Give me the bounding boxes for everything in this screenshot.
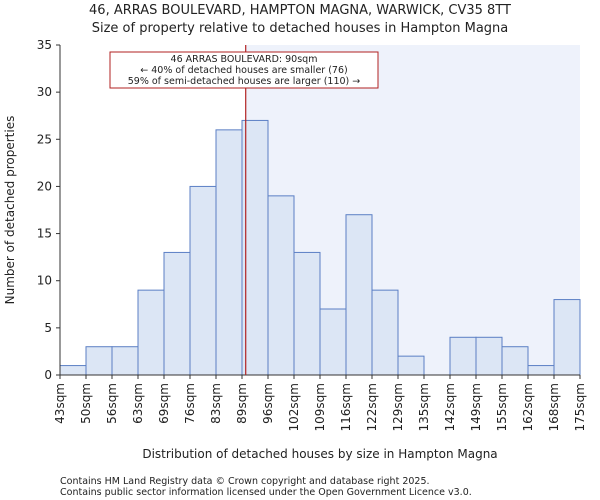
x-tick-label: 63sqm [131,383,145,424]
bar-13 [397,355,425,376]
x-tick-label: 96sqm [261,383,275,424]
x-tick-label: 175sqm [573,383,587,431]
x-tick-label: 56sqm [105,383,119,424]
x-axis-label: Distribution of detached houses by size … [142,447,497,461]
bar-15 [449,336,477,376]
x-tick-label: 135sqm [417,383,431,431]
annotation-box [109,51,379,89]
x-tick-label: 122sqm [365,383,379,431]
bar-9 [293,251,321,376]
annotation-line2: ← 40% of detached houses are smaller (76… [140,65,347,76]
bar-10 [319,308,347,376]
bar-6 [215,129,243,376]
x-tick-label: 76sqm [183,383,197,424]
chart-title-line2: Size of property relative to detached ho… [92,21,509,36]
bar-5 [189,185,217,376]
bar-18 [527,365,555,376]
x-tick-label: 43sqm [53,383,67,424]
x-tick-label: 168sqm [547,383,561,431]
y-tick-label: 25 [37,132,52,146]
y-axis-label: Number of detached properties [3,116,17,305]
x-tick-label: 109sqm [313,383,327,431]
y-tick-label: 0 [44,368,52,382]
bar-2 [111,346,139,376]
x-tick-label: 50sqm [79,383,93,424]
y-tick-label: 20 [37,179,52,193]
bar-7 [241,119,269,376]
x-tick-label: 142sqm [443,383,457,431]
bar-3 [137,289,165,376]
chart-title-line1: 46, ARRAS BOULEVARD, HAMPTON MAGNA, WARW… [89,3,511,18]
x-tick-label: 149sqm [469,383,483,431]
y-tick-label: 5 [44,321,52,335]
bar-11 [345,214,373,376]
annotation-line1: 46 ARRAS BOULEVARD: 90sqm [171,54,318,65]
bar-8 [267,195,295,376]
x-tick-label: 89sqm [235,383,249,424]
x-tick-label: 116sqm [339,383,353,431]
bar-19 [553,299,581,376]
footer-line2: Contains public sector information licen… [60,487,472,498]
y-tick-label: 35 [37,38,52,52]
x-tick-label: 102sqm [287,383,301,431]
y-tick-label: 30 [37,85,52,99]
bar-1 [85,346,113,376]
bar-16 [475,336,503,376]
footer-line1: Contains HM Land Registry data © Crown c… [60,476,430,487]
bar-0 [59,365,87,376]
bar-4 [163,251,191,376]
x-tick-label: 129sqm [391,383,405,431]
y-tick-label: 15 [37,227,52,241]
bar-17 [501,346,529,376]
x-tick-label: 69sqm [157,383,171,424]
x-tick-label: 83sqm [209,383,223,424]
marker-annotation: 46 ARRAS BOULEVARD: 90sqm ← 40% of detac… [109,51,379,89]
x-tick-label: 155sqm [495,383,509,431]
bar-12 [371,289,399,376]
x-tick-label: 162sqm [521,383,535,431]
y-tick-label: 10 [37,274,52,288]
annotation-line3: 59% of semi-detached houses are larger (… [128,76,361,87]
